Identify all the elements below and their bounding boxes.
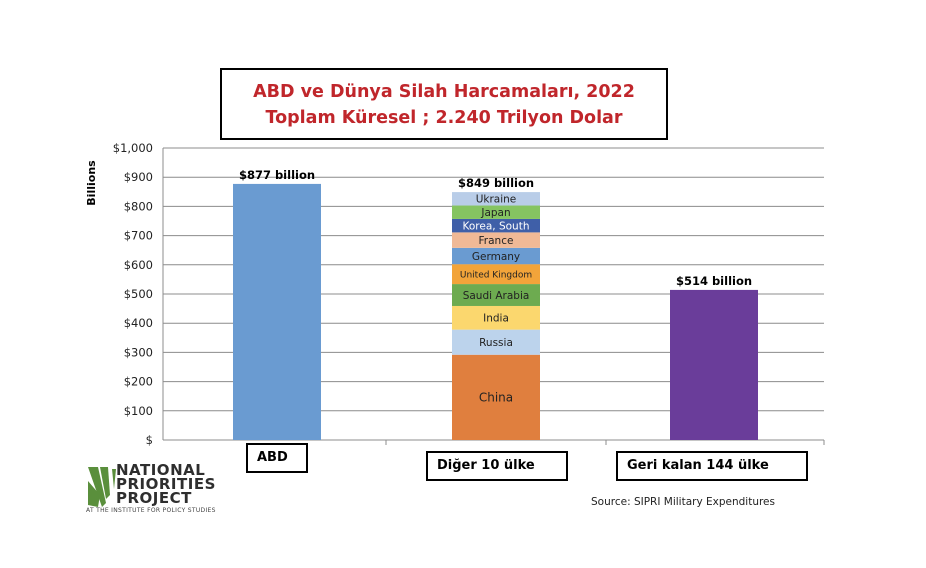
y-tick-label: $500 xyxy=(124,287,153,301)
y-tick-label: $300 xyxy=(124,345,153,359)
chart-title: ABD ve Dünya Silah Harcamaları, 2022 xyxy=(253,82,635,102)
stacked-segment-korea-south xyxy=(452,218,540,233)
source-note: Source: SIPRI Military Expenditures xyxy=(591,496,775,508)
segment-label: Russia xyxy=(479,337,513,349)
stacked-segment-russia xyxy=(452,329,540,355)
y-tick-label: $400 xyxy=(124,316,153,330)
segment-label: Saudi Arabia xyxy=(463,290,530,302)
y-tick-label: $ xyxy=(146,433,153,447)
bar-0 xyxy=(233,183,321,440)
national-priorities-project-logo: NATIONAL PRIORITIES PROJECT AT THE INSTI… xyxy=(86,463,266,519)
category-label-rest-144: Geri kalan 144 ülke xyxy=(616,451,808,481)
segment-label: Korea, South xyxy=(463,220,530,232)
leaf-logo-icon xyxy=(88,467,116,507)
logo-line-2: PRIORITIES xyxy=(116,475,216,493)
category-label-abd: ABD xyxy=(246,443,308,473)
category-label-other-10: Diğer 10 ülke xyxy=(426,451,568,481)
segment-label: India xyxy=(483,313,509,325)
segment-label: Ukraine xyxy=(476,194,517,206)
y-tick-label: $1,000 xyxy=(113,141,153,155)
segment-label: China xyxy=(479,391,513,405)
logo-line-3: PROJECT xyxy=(116,489,192,507)
segment-label: Germany xyxy=(472,251,520,263)
y-tick-label: $200 xyxy=(124,375,153,389)
stacked-segment-japan xyxy=(452,205,540,219)
logo-line-1: NATIONAL xyxy=(116,461,206,479)
segment-label: France xyxy=(479,235,514,247)
bar-value-label: $877 billion xyxy=(239,168,315,182)
logo-subline: AT THE INSTITUTE FOR POLICY STUDIES xyxy=(86,507,216,514)
y-tick-label: $700 xyxy=(124,229,153,243)
stacked-segment-saudi-arabia xyxy=(452,284,540,306)
stacked-segment-china xyxy=(452,354,540,440)
stacked-segment-india xyxy=(452,305,540,330)
chart-subtitle: Toplam Küresel ; 2.240 Trilyon Dolar xyxy=(265,108,623,128)
y-tick-label: $600 xyxy=(124,258,153,272)
y-tick-label: $800 xyxy=(124,199,153,213)
y-tick-label: $100 xyxy=(124,404,153,418)
segment-label: Japan xyxy=(480,207,510,219)
segment-label: United Kingdom xyxy=(460,270,532,280)
y-tick-label: $900 xyxy=(124,170,153,184)
bar-value-label: $849 billion xyxy=(458,176,534,190)
chart-title-box: ABD ve Dünya Silah Harcamaları, 2022 Top… xyxy=(220,68,668,140)
bar-2 xyxy=(670,289,758,440)
stacked-segment-united-kingdom xyxy=(452,264,540,285)
stacked-segment-france xyxy=(452,232,540,248)
stacked-segment-germany xyxy=(452,247,540,265)
stacked-segment-ukraine xyxy=(452,192,540,206)
bar-value-label: $514 billion xyxy=(676,274,752,288)
y-axis-label: Billions xyxy=(85,160,98,206)
